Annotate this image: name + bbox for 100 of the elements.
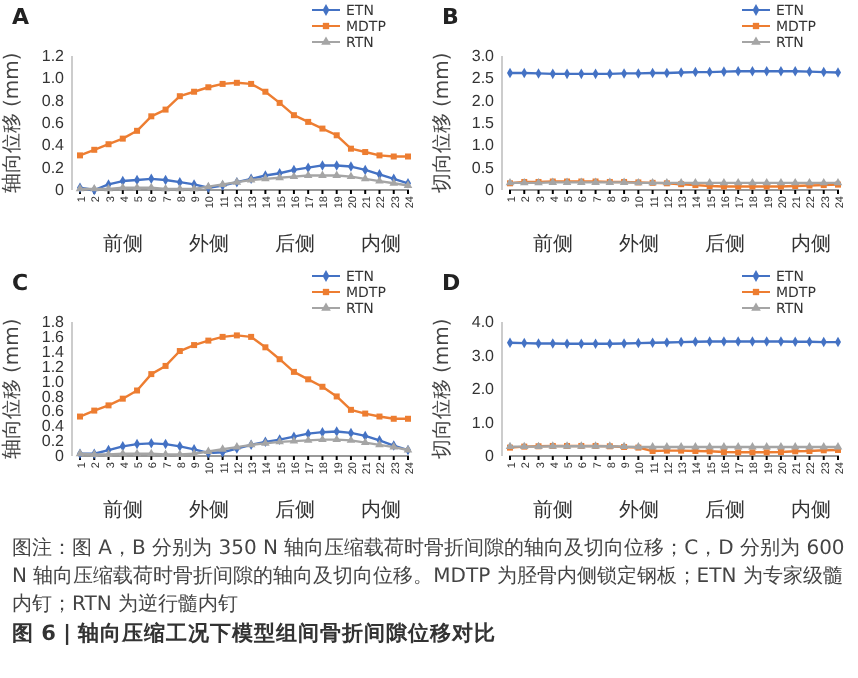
point [134,387,141,394]
chart-title: C [12,270,29,296]
point [118,182,128,191]
point [290,112,297,119]
point [175,449,185,457]
point [134,127,141,134]
point [319,383,326,390]
point [219,80,226,87]
point [205,84,212,91]
point [776,177,786,186]
point [762,441,771,450]
point [119,135,126,142]
text: 后侧 [275,498,315,522]
point [233,79,240,86]
point [262,88,269,95]
y-tick-label: 0.4 [41,417,66,436]
point [191,342,198,349]
point [834,67,842,78]
point [748,177,757,186]
point [118,448,128,457]
point [691,177,700,186]
point [148,113,155,120]
point [91,407,98,414]
text: 内侧 [361,232,401,256]
point [332,170,341,178]
y-tick-label: 1.0 [41,372,66,391]
y-tick-label: 0.4 [41,136,66,155]
point [333,132,340,139]
text: 内侧 [791,498,831,522]
point [790,441,800,450]
y-axis-title: 切向位移 (mm) [430,52,454,194]
point [233,332,240,339]
y-tick-label: 0 [55,447,66,466]
point [303,435,313,443]
point [305,376,312,383]
point [161,183,170,192]
point [162,106,169,113]
y-tick-label: 3.0 [471,47,496,66]
point [290,368,297,375]
text: 内侧 [791,232,831,256]
point [819,177,829,186]
point [132,182,142,191]
point [733,177,743,186]
y-tick-label: 1.5 [471,114,496,133]
point [319,125,326,132]
point [705,441,714,450]
y-tick-label: 0.8 [41,387,66,406]
y-tick-label: 1.6 [41,328,66,347]
point [719,441,729,450]
y-tick-label: 1.0 [471,413,496,432]
y-tick-label: 1.8 [41,313,66,332]
point [276,356,283,363]
point [318,170,327,178]
text: 前侧 [103,498,143,522]
point [303,170,313,178]
text: 前侧 [533,498,573,522]
y-tick-label: 1.0 [41,69,66,88]
point [175,183,185,192]
text: 后侧 [705,232,745,256]
y-tick-label: 0 [485,447,496,466]
point [790,177,800,186]
point [332,434,341,443]
point [375,176,384,184]
point [119,395,126,402]
point [360,437,370,446]
text: 前侧 [103,232,143,256]
point [776,441,786,450]
point [347,406,354,413]
text: 外侧 [619,500,659,522]
point [176,93,183,100]
point [362,410,369,417]
point [276,99,283,106]
y-tick-label: 0.6 [41,114,66,133]
point [77,413,83,420]
y-tick-label: 0.5 [471,158,496,177]
y-tick-label: 1.2 [41,357,66,376]
point [720,448,727,455]
point [289,436,299,444]
point [362,149,369,156]
point [262,344,269,351]
point [147,182,156,191]
point [719,177,729,186]
point [405,415,411,422]
point [691,441,700,450]
point [289,171,299,180]
text: 前侧 [533,232,573,256]
point [162,362,169,369]
point [105,141,112,148]
point [390,415,397,422]
point [248,80,255,87]
y-axis-title: 轴向位移 (mm) [0,318,24,460]
y-tick-label: 0.2 [41,432,66,451]
point [147,448,156,457]
point [161,449,170,457]
point [218,444,227,452]
point [763,449,770,456]
point [749,449,756,456]
point [777,448,784,455]
point [346,171,356,180]
y-tick-label: 1.0 [471,136,496,155]
